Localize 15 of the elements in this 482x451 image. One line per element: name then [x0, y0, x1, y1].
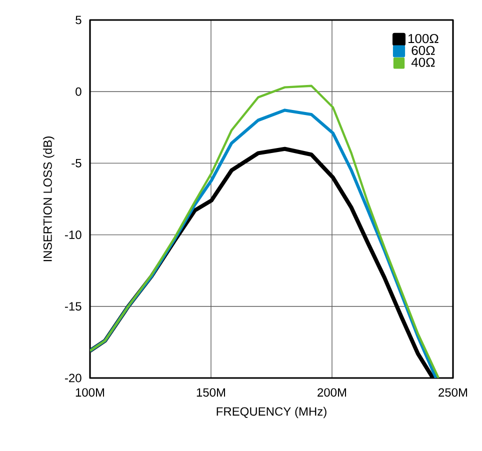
legend-label: 60Ω [412, 46, 435, 56]
y-tick-label: -5 [72, 159, 82, 168]
x-tick-label: 250M [438, 388, 468, 397]
x-axis-title: FREQUENCY (MHz) [216, 406, 326, 418]
x-tick-label: 150M [196, 388, 226, 397]
y-tick-label: 5 [76, 16, 82, 24]
y-tick-label: -20 [64, 374, 82, 382]
legend-label: 40Ω [411, 58, 435, 67]
y-tick-label: -15 [64, 302, 82, 311]
y-tick-label: -10 [64, 230, 82, 240]
x-tick-label: 100M [76, 388, 104, 397]
x-tick-label: 200M [318, 388, 346, 397]
y-axis-title: INSERTION LOSS (dB) [43, 136, 54, 262]
y-tick-label: 0 [76, 87, 82, 96]
legend-label: 100Ω [408, 34, 438, 44]
